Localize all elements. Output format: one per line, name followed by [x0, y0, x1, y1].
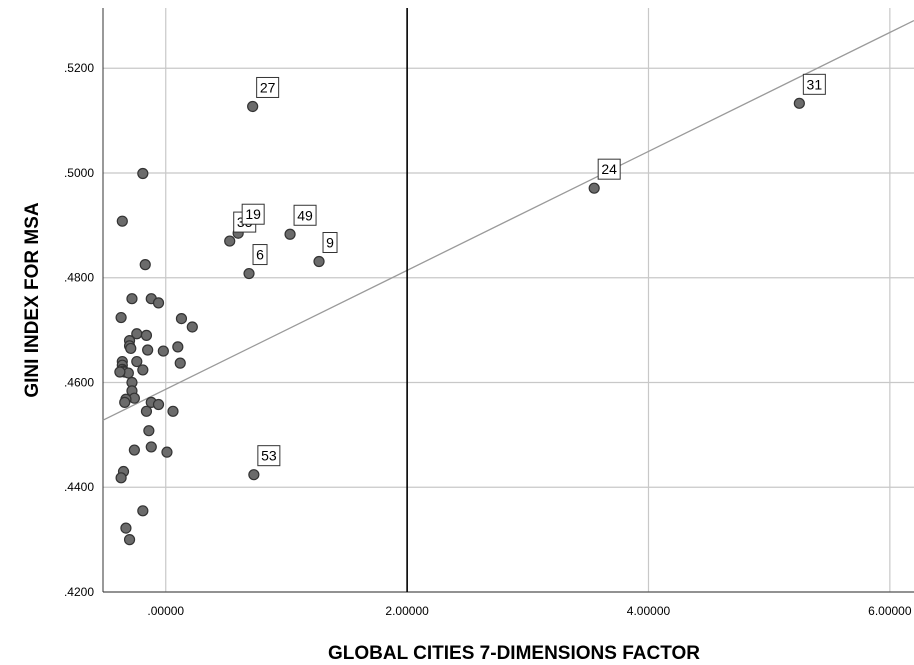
data-point	[588, 182, 600, 194]
point-label-box	[252, 244, 268, 266]
point-label: 6	[256, 247, 264, 263]
data-point	[175, 312, 188, 325]
x-tick-label: 4.00000	[627, 604, 671, 618]
data-point	[115, 472, 127, 484]
point-label-box	[241, 203, 265, 225]
data-point	[123, 534, 136, 546]
data-point	[284, 228, 296, 240]
point-label: 31	[807, 76, 823, 92]
data-point	[131, 355, 143, 368]
data-point	[243, 267, 255, 280]
data-point	[140, 405, 153, 417]
data-point	[172, 341, 184, 353]
fit-line	[102, 19, 914, 421]
data-point	[115, 311, 127, 324]
y-tick-label: .4200	[64, 585, 94, 599]
y-tick-label: .4400	[64, 480, 94, 494]
point-label-box	[257, 445, 281, 467]
x-tick-label: 2.00000	[385, 604, 429, 618]
y-tick-labels: .4200 .4400 .4600 .4800 .5000 .5200	[64, 61, 94, 599]
data-point	[186, 321, 198, 333]
data-point	[174, 357, 186, 369]
x-tick-label: .00000	[147, 604, 184, 618]
point-label: 19	[245, 206, 261, 222]
data-point	[224, 235, 236, 247]
data-point	[114, 366, 126, 378]
grid-lines	[103, 8, 914, 593]
point-label-box	[597, 158, 621, 180]
y-tick-label: .4600	[64, 375, 94, 389]
data-point	[120, 522, 132, 534]
y-axis-title: GINI INDEX FOR MSA	[22, 202, 43, 398]
point-label-box	[256, 76, 280, 98]
y-tick-label: .4800	[64, 271, 94, 285]
data-point	[116, 215, 128, 227]
point-label: 53	[261, 448, 277, 464]
point-label-box	[322, 232, 338, 254]
point-label: 27	[260, 79, 276, 95]
y-tick-label: .5200	[64, 61, 94, 75]
point-label: 24	[601, 161, 617, 177]
fit-line-layer	[102, 19, 914, 421]
data-point	[793, 97, 805, 109]
data-point	[128, 444, 140, 456]
data-point	[137, 167, 149, 180]
data-point	[126, 293, 138, 305]
point-label-box	[293, 204, 317, 226]
y-tick-label: .5000	[64, 166, 94, 180]
data-point	[119, 396, 131, 408]
point-label: 49	[297, 207, 313, 223]
data-point	[152, 297, 165, 309]
x-axis-title: GLOBAL CITIES 7-DIMENSIONS FACTOR	[328, 643, 700, 664]
x-tick-label: 6.00000	[868, 604, 912, 618]
data-point	[248, 469, 260, 481]
data-point	[145, 441, 157, 453]
data-point	[152, 398, 165, 411]
axes	[102, 8, 914, 593]
data-point	[167, 405, 179, 417]
point-labels: 2735194969243153	[233, 73, 826, 467]
data-point	[142, 344, 154, 356]
data-point	[157, 345, 169, 357]
point-label: 9	[326, 235, 334, 251]
data-point	[313, 255, 325, 268]
data-point	[161, 446, 173, 458]
data-point	[143, 425, 155, 437]
x-tick-labels: .00000 2.00000 4.00000 6.00000	[147, 604, 911, 618]
data-point	[247, 100, 259, 113]
data-point	[137, 364, 149, 376]
data-point	[140, 329, 153, 341]
data-point	[137, 505, 149, 517]
data-points	[114, 97, 805, 546]
data-point	[139, 259, 151, 271]
data-point	[125, 342, 137, 355]
point-label-box	[802, 73, 826, 95]
